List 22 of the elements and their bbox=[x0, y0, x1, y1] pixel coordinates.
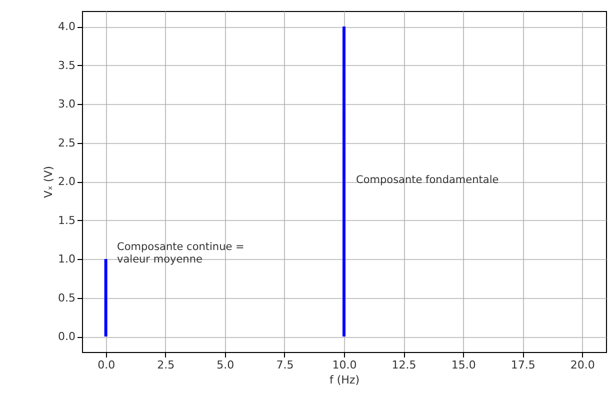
x-tick-label: 2.5 bbox=[157, 358, 175, 372]
x-tick-label: 0.0 bbox=[98, 358, 116, 372]
y-tick-label: 3.0 bbox=[58, 98, 76, 110]
y-tick-label: 4.0 bbox=[58, 20, 76, 33]
y-tick-label: 2.5 bbox=[58, 136, 76, 150]
y-tick-label: 1.0 bbox=[58, 252, 76, 266]
y-tick-label: 3.5 bbox=[58, 58, 76, 72]
x-tick-label: 20.0 bbox=[570, 358, 595, 372]
annotation: Composante fondamentale bbox=[356, 174, 499, 186]
x-tick-label: 10.0 bbox=[332, 358, 357, 372]
x-tick-label: 17.5 bbox=[510, 358, 536, 372]
y-tick-label: 2.0 bbox=[58, 175, 76, 188]
x-axis-title: f (Hz) bbox=[330, 374, 360, 386]
x-tick-label: 12.5 bbox=[392, 358, 416, 372]
y-axis-title: Vₓ (V) bbox=[42, 166, 56, 198]
x-tick-label: 15.0 bbox=[451, 358, 476, 372]
x-tick-label: 7.5 bbox=[276, 358, 294, 372]
y-tick-label: 0.5 bbox=[58, 291, 76, 304]
y-tick-label: 1.5 bbox=[58, 214, 76, 227]
y-tick-label: 0.0 bbox=[58, 330, 76, 343]
x-tick-label: 5.0 bbox=[216, 358, 234, 372]
annotation: Composante continue = valeur moyenne bbox=[117, 241, 244, 266]
